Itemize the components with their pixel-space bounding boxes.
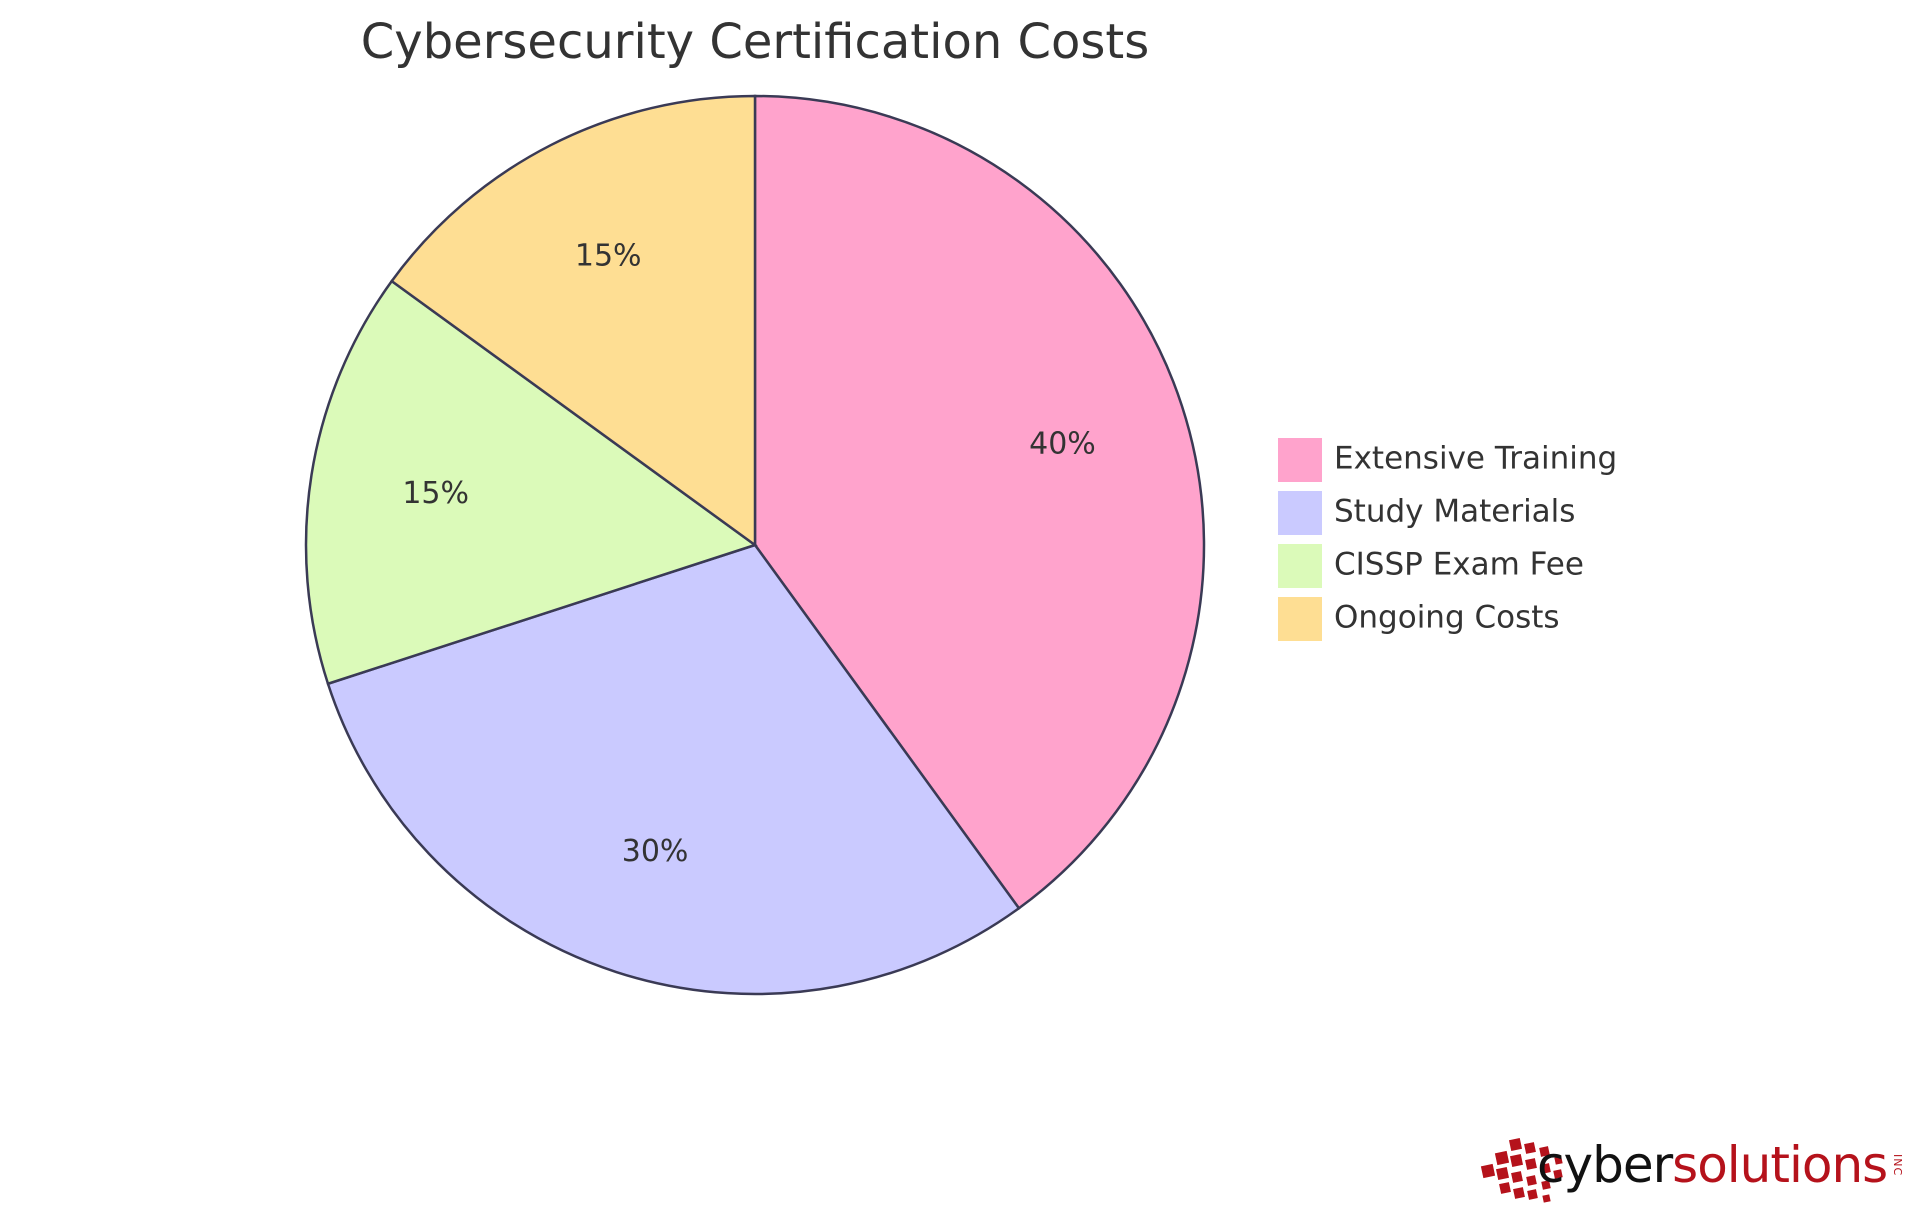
logo-square [1524, 1142, 1536, 1154]
logo-square [1508, 1137, 1523, 1152]
pie-slice-study-materials [326, 543, 1021, 996]
logo-square [1539, 1146, 1550, 1157]
slice-percent-label: 30% [622, 834, 689, 869]
legend-label: Extensive Training [1334, 441, 1617, 477]
legend-swatch [1278, 597, 1322, 641]
logo-text-inc: INC [1891, 1153, 1905, 1177]
logo-mark-icon [1480, 1137, 1563, 1203]
slice-percent-label: 15% [575, 238, 642, 273]
pie-slice-extensive-training [753, 94, 1206, 910]
percentage-labels: 40% 30% 15% 15% [402, 238, 1095, 869]
logo-square [1495, 1166, 1510, 1181]
logo-square [1554, 1156, 1563, 1165]
logo-square [1511, 1171, 1523, 1183]
legend-label: Study Materials [1334, 494, 1575, 530]
logo-text-cyber: cyber [1537, 1136, 1673, 1194]
logo-square [1494, 1150, 1510, 1166]
pie-slice-cissp-exam-fee [304, 279, 758, 686]
logo-square [1513, 1187, 1525, 1199]
logo-square [1525, 1158, 1537, 1170]
logo-text-solutions: solutions [1672, 1136, 1888, 1194]
logo-square [1542, 1194, 1551, 1203]
logo-square [1480, 1163, 1496, 1179]
pie-slices [304, 94, 1206, 996]
logo-square [1509, 1153, 1524, 1168]
legend: Extensive Training Study Materials CISSP E… [1278, 438, 1617, 641]
legend-label: Ongoing Costs [1334, 600, 1560, 636]
logo-square [1540, 1163, 1551, 1174]
pie-slice-ongoing-costs [390, 94, 757, 548]
slice-percent-label: 15% [402, 476, 469, 511]
slice-percent-label: 40% [1029, 427, 1096, 462]
chart-title: Cybersecurity Certification Costs [361, 14, 1149, 70]
legend-swatch [1278, 491, 1322, 535]
company-logo: cyber solutions INC [1475, 1130, 1904, 1200]
logo-square [1541, 1180, 1551, 1190]
legend-swatch [1278, 438, 1322, 482]
legend-label: CISSP Exam Fee [1334, 547, 1584, 583]
logo-square [1527, 1189, 1538, 1200]
logo-square [1526, 1175, 1537, 1186]
logo-square [1499, 1182, 1511, 1194]
legend-swatch [1278, 544, 1322, 588]
logo-square [1553, 1169, 1563, 1179]
